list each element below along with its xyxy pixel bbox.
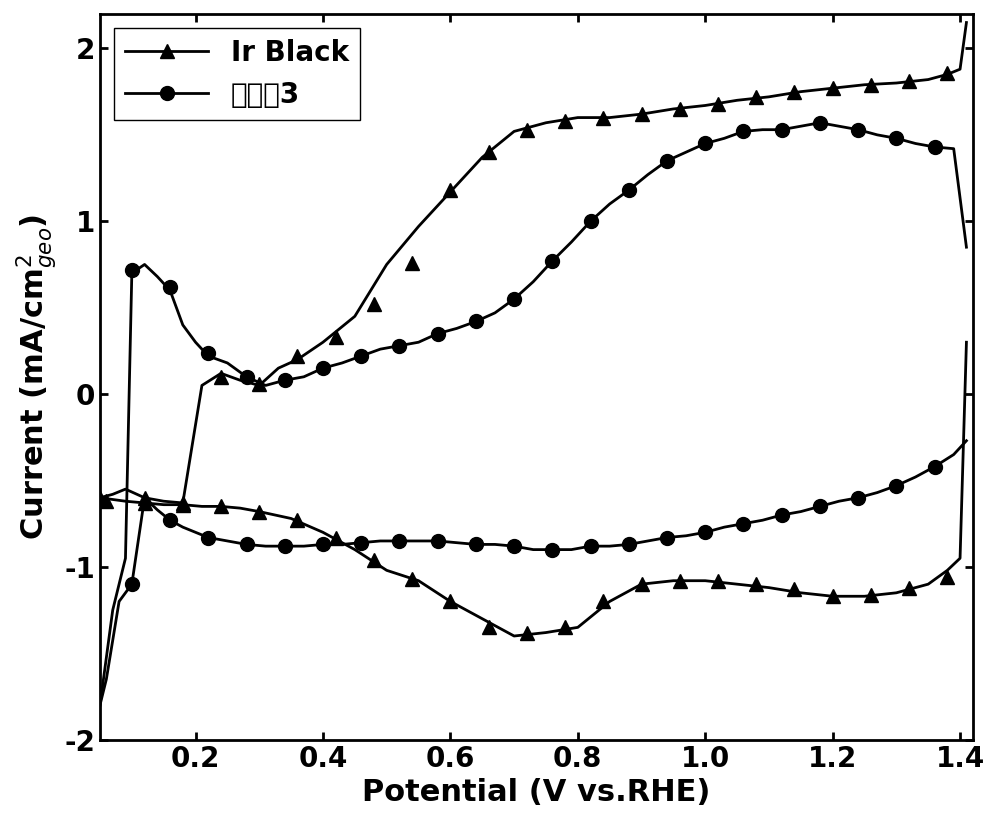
实施例3 bbox=[508, 294, 520, 304]
实施例3 bbox=[814, 118, 826, 128]
Ir Black bbox=[559, 116, 571, 126]
Line: 实施例3: 实施例3 bbox=[125, 116, 942, 388]
Ir Black bbox=[827, 83, 839, 93]
Ir Black bbox=[330, 333, 342, 342]
实施例3 bbox=[929, 142, 941, 152]
实施例3 bbox=[737, 126, 749, 136]
实施例3 bbox=[355, 351, 367, 361]
实施例3 bbox=[890, 133, 902, 143]
实施例3 bbox=[279, 375, 291, 385]
实施例3 bbox=[699, 139, 711, 149]
Ir Black bbox=[215, 372, 227, 382]
X-axis label: Potential (V vs.RHE): Potential (V vs.RHE) bbox=[362, 778, 711, 807]
Ir Black bbox=[521, 125, 533, 135]
实施例3 bbox=[661, 156, 673, 166]
Line: Ir Black: Ir Black bbox=[93, 66, 954, 510]
实施例3 bbox=[241, 372, 253, 382]
Ir Black bbox=[903, 76, 915, 86]
Ir Black bbox=[865, 80, 877, 89]
Ir Black bbox=[636, 109, 648, 119]
实施例3 bbox=[852, 125, 864, 135]
实施例3 bbox=[164, 282, 176, 291]
Ir Black bbox=[483, 147, 495, 157]
实施例3 bbox=[393, 341, 405, 351]
实施例3 bbox=[432, 328, 444, 338]
Ir Black bbox=[94, 493, 106, 502]
实施例3 bbox=[126, 264, 138, 274]
Ir Black bbox=[444, 186, 456, 195]
实施例3 bbox=[776, 125, 788, 135]
Y-axis label: Current (mA/cm$^2_{geo}$): Current (mA/cm$^2_{geo}$) bbox=[14, 213, 59, 540]
Ir Black bbox=[788, 87, 800, 97]
Ir Black bbox=[941, 67, 953, 77]
Ir Black bbox=[139, 493, 151, 502]
实施例3 bbox=[546, 256, 558, 266]
实施例3 bbox=[317, 363, 329, 373]
Ir Black bbox=[712, 99, 724, 108]
Legend: Ir Black, 实施例3: Ir Black, 实施例3 bbox=[114, 28, 360, 120]
Ir Black bbox=[406, 258, 418, 268]
Ir Black bbox=[674, 104, 686, 114]
实施例3 bbox=[470, 317, 482, 327]
实施例3 bbox=[202, 347, 214, 357]
实施例3 bbox=[623, 186, 635, 195]
实施例3 bbox=[585, 217, 597, 227]
Ir Black bbox=[368, 300, 380, 310]
Ir Black bbox=[597, 112, 609, 122]
Ir Black bbox=[253, 378, 265, 388]
Ir Black bbox=[177, 498, 189, 508]
Ir Black bbox=[750, 92, 762, 102]
Ir Black bbox=[291, 351, 303, 361]
